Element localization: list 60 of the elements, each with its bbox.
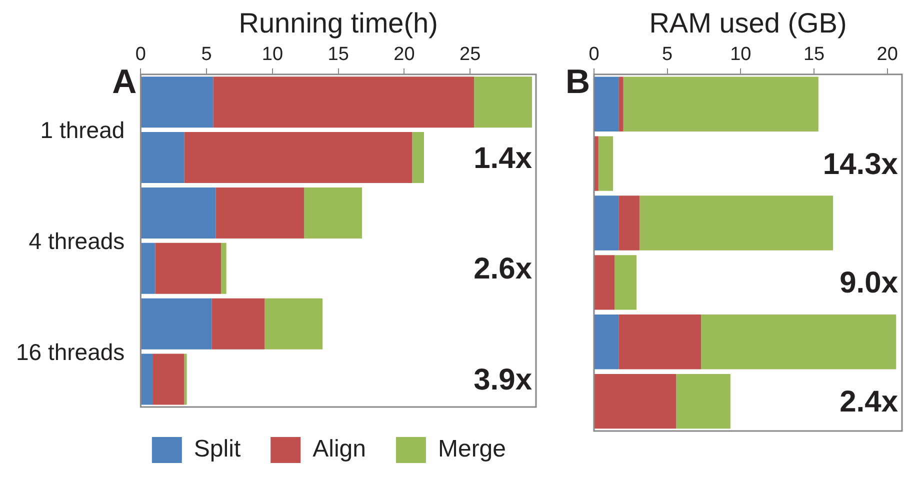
bar <box>594 314 619 370</box>
x-tick-label: 5 <box>201 44 212 66</box>
bar <box>598 136 614 191</box>
bar <box>639 196 834 250</box>
chart-title: RAM used (GB) <box>649 8 847 39</box>
annotation: 9.0x <box>840 266 898 300</box>
annotation: 2.4x <box>840 386 898 419</box>
legend-label: Merge <box>438 436 506 463</box>
bar <box>184 354 187 405</box>
y-tick-label: 16 threads <box>16 338 125 365</box>
bar <box>213 76 474 128</box>
bar <box>152 354 184 405</box>
bar <box>618 196 640 250</box>
bar <box>141 354 153 405</box>
bar <box>141 76 214 128</box>
x-tick-label: 20 <box>876 44 898 66</box>
text: A <box>112 62 137 101</box>
bar <box>676 374 730 429</box>
y-tick-label: 1 thread <box>40 117 125 144</box>
bar <box>701 314 896 370</box>
bar <box>594 374 676 429</box>
x-tick-label: 15 <box>803 44 825 66</box>
bar <box>623 76 818 132</box>
bar <box>594 196 619 250</box>
bar <box>216 187 304 238</box>
bar <box>141 187 216 238</box>
annotation: 3.9x <box>474 364 532 397</box>
bar <box>221 242 226 294</box>
x-tick-label: 10 <box>730 44 752 66</box>
x-tick-label: 20 <box>394 44 415 66</box>
text: B <box>565 62 590 101</box>
x-tick-label: 0 <box>588 44 600 66</box>
x-tick-label: 25 <box>460 44 481 66</box>
annotation: 2.6x <box>474 252 532 286</box>
annotation: 14.3x <box>822 148 898 181</box>
bar <box>618 76 624 132</box>
x-tick-label: 10 <box>262 44 284 66</box>
bar <box>141 298 212 350</box>
bar <box>614 255 637 310</box>
bar <box>264 298 323 350</box>
bar <box>212 298 265 350</box>
bar <box>304 187 362 238</box>
x-tick-label: 15 <box>328 44 349 66</box>
bar <box>474 76 532 128</box>
bar <box>141 132 184 184</box>
chart-title: Running time(h) <box>238 8 438 39</box>
y-tick-label: 4 threads <box>28 228 125 254</box>
bar <box>594 76 619 132</box>
legend-label: Split <box>194 436 241 463</box>
bar <box>594 136 598 191</box>
bar <box>618 314 702 370</box>
x-tick-label: 5 <box>662 44 673 66</box>
bar <box>155 242 222 294</box>
bar <box>594 255 615 310</box>
bar <box>184 132 412 184</box>
x-tick-label: 0 <box>135 44 146 66</box>
annotation: 1.4x <box>474 142 532 175</box>
bar <box>412 132 424 184</box>
legend-label: Align <box>312 436 366 463</box>
bar <box>141 242 156 294</box>
